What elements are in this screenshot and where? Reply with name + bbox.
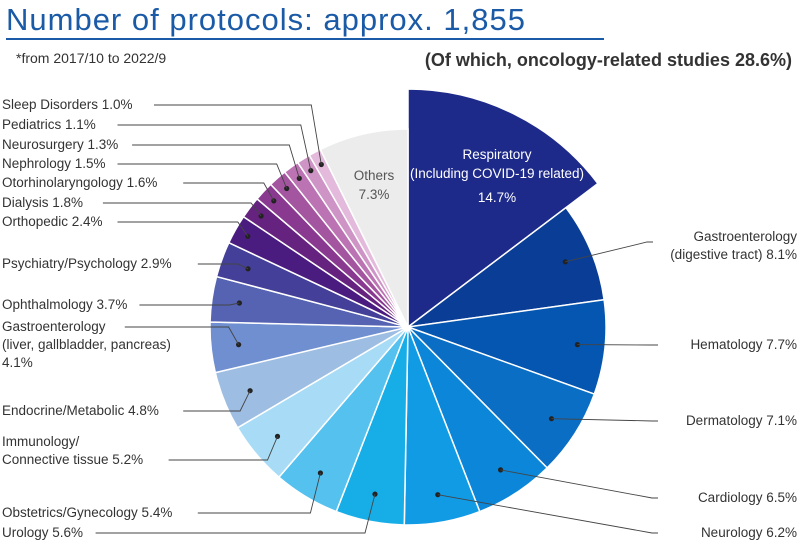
leader-line-gastroenterology-digestive-tract	[565, 241, 653, 263]
label-hematology: Hematology 7.7%	[690, 337, 797, 352]
slice-hematology	[407, 298, 607, 396]
leader-line-ophthalmology	[139, 302, 240, 306]
label-otorhinolaryngology: Otorhinolaryngology 1.6%	[2, 175, 157, 190]
slice-others	[319, 128, 409, 328]
slice-value-respiratory: 14.7%	[478, 190, 516, 205]
leader-line-cardiology	[500, 469, 658, 499]
leader-line-obstetrics-gynecology	[197, 472, 321, 514]
leader-line-sleep-disorders	[154, 104, 322, 165]
label-immunology-connective-tissue: Immunology/Connective tissue 5.2%	[2, 434, 143, 467]
slice-label-respiratory: Respiratory	[462, 147, 531, 162]
title-underline	[6, 38, 604, 40]
label-psychiatry-psychology: Psychiatry/Psychology 2.9%	[2, 256, 172, 271]
label-nephrology: Nephrology 1.5%	[2, 156, 106, 171]
label-orthopedic: Orthopedic 2.4%	[2, 214, 103, 229]
label-sleep-disorders: Sleep Disorders 1.0%	[2, 97, 133, 112]
label-endocrine-metabolic: Endocrine/Metabolic 4.8%	[2, 403, 159, 418]
label-gastroenterology-digestive-tract: Gastroenterology (digestive tract) 8.1%	[670, 229, 797, 262]
label-ophthalmology: Ophthalmology 3.7%	[2, 297, 127, 312]
label-pediatrics: Pediatrics 1.1%	[2, 117, 96, 132]
leader-line-orthopedic	[117, 221, 249, 237]
leader-line-nephrology	[117, 163, 288, 189]
leader-line-endocrine-metabolic	[183, 390, 251, 412]
label-obstetrics-gynecology: Obstetrics/Gynecology 5.4%	[2, 505, 172, 520]
slice-label-others: Others	[354, 168, 395, 183]
label-urology: Urology 5.6%	[2, 525, 83, 540]
slice-value-others: 7.3%	[359, 187, 390, 202]
leader-line-otorhinolaryngology	[183, 182, 275, 202]
oncology-subtitle: (Of which, oncology-related studies 28.6…	[424, 50, 792, 70]
label-neurosurgery: Neurosurgery 1.3%	[2, 137, 118, 152]
label-gastroenterology-liver-gallbladder-pancreas: Gastroenterology (liver, gallbladder, pan…	[2, 319, 171, 370]
leader-line-dialysis	[102, 202, 262, 217]
label-dialysis: Dialysis 1.8%	[2, 195, 83, 210]
leader-line-psychiatry-psychology	[197, 263, 249, 270]
label-dermatology: Dermatology 7.1%	[686, 413, 797, 428]
leader-line-urology	[95, 493, 376, 534]
leader-line-immunology-connective-tissue	[168, 436, 278, 461]
slice-sublabel-respiratory: (Including COVID-19 related)	[410, 166, 584, 181]
slice-gastroenterology-digestive-tract	[405, 206, 605, 329]
slice-respiratory	[407, 88, 599, 329]
leader-line-dermatology	[551, 418, 658, 422]
leader-line-pediatrics	[117, 124, 312, 171]
chart-title: Number of protocols: approx. 1,855	[6, 2, 526, 37]
leader-line-gastroenterology-liver-gallbladder-pancreas	[124, 326, 239, 345]
period-note: *from 2017/10 to 2022/9	[16, 50, 167, 66]
label-cardiology: Cardiology 6.5%	[698, 490, 797, 505]
label-neurology: Neurology 6.2%	[701, 525, 797, 540]
leader-line-neurosurgery	[132, 144, 300, 179]
leader-line-neurology	[437, 494, 658, 534]
